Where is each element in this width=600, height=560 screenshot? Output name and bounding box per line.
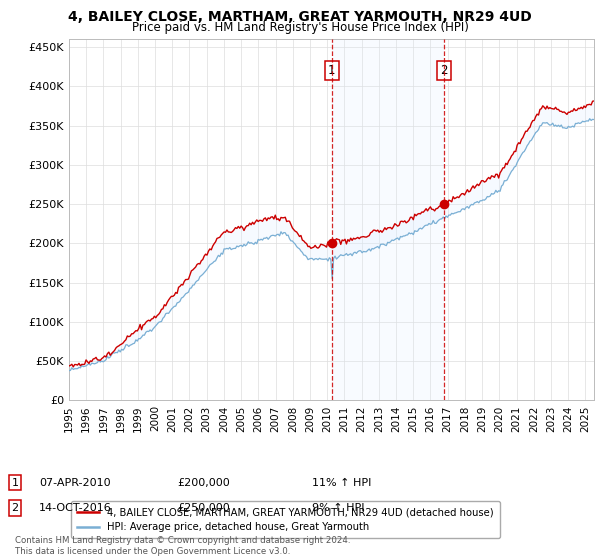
Text: Price paid vs. HM Land Registry's House Price Index (HPI): Price paid vs. HM Land Registry's House … bbox=[131, 21, 469, 34]
Text: 07-APR-2010: 07-APR-2010 bbox=[39, 478, 110, 488]
Text: 2: 2 bbox=[11, 503, 19, 513]
Text: 1: 1 bbox=[11, 478, 19, 488]
Text: 9% ↑ HPI: 9% ↑ HPI bbox=[312, 503, 365, 513]
Legend: 4, BAILEY CLOSE, MARTHAM, GREAT YARMOUTH, NR29 4UD (detached house), HPI: Averag: 4, BAILEY CLOSE, MARTHAM, GREAT YARMOUTH… bbox=[71, 501, 500, 538]
Text: 4, BAILEY CLOSE, MARTHAM, GREAT YARMOUTH, NR29 4UD: 4, BAILEY CLOSE, MARTHAM, GREAT YARMOUTH… bbox=[68, 10, 532, 24]
Text: 11% ↑ HPI: 11% ↑ HPI bbox=[312, 478, 371, 488]
Text: £200,000: £200,000 bbox=[177, 478, 230, 488]
Text: 1: 1 bbox=[328, 64, 335, 77]
Text: Contains HM Land Registry data © Crown copyright and database right 2024.
This d: Contains HM Land Registry data © Crown c… bbox=[15, 536, 350, 556]
Bar bbox=[332, 39, 444, 400]
Text: 14-OCT-2016: 14-OCT-2016 bbox=[39, 503, 112, 513]
Text: £250,000: £250,000 bbox=[177, 503, 230, 513]
Text: 2: 2 bbox=[440, 64, 448, 77]
